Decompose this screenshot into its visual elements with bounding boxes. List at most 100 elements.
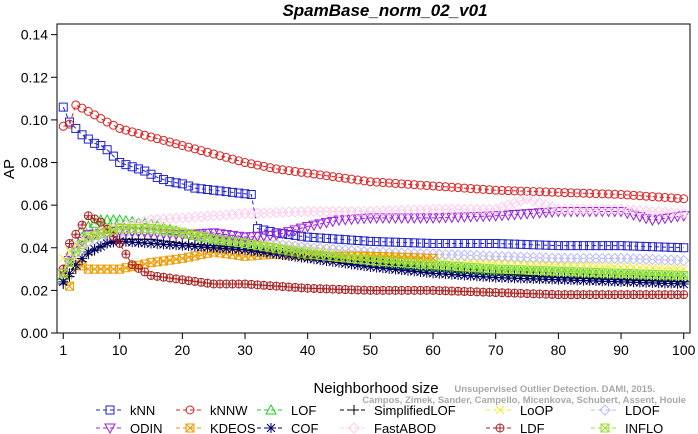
data-point-cof xyxy=(647,277,658,288)
y-tick-label: 0.00 xyxy=(21,325,48,341)
data-point-lof xyxy=(113,214,126,225)
data-point-knnw xyxy=(146,132,156,142)
data-point-knn xyxy=(390,237,400,247)
legend-item-loop: LoOP xyxy=(486,403,553,418)
data-point-knn xyxy=(246,189,256,199)
data-point-odin xyxy=(483,211,496,223)
x-tick-label: 80 xyxy=(551,342,567,358)
x-tick-label: 40 xyxy=(300,342,316,358)
data-point-knnw xyxy=(647,192,657,202)
data-point-ldf xyxy=(65,239,75,248)
data-point-knnw xyxy=(121,125,131,135)
data-point-knnw xyxy=(635,191,645,201)
data-point-knn xyxy=(221,187,231,197)
data-point-knnw xyxy=(416,180,426,190)
data-point-knnw xyxy=(585,188,595,198)
data-point-fastabod xyxy=(678,207,690,220)
series-cof xyxy=(58,236,689,289)
data-point-knn xyxy=(372,237,382,247)
data-point-odin xyxy=(458,212,471,223)
legend-item-kdeos: KDEOS xyxy=(176,421,256,434)
data-point-knn xyxy=(528,240,538,250)
data-point-cof xyxy=(70,259,81,270)
legend-item-knn: kNN xyxy=(96,403,155,418)
data-point-knnw xyxy=(390,178,400,188)
data-point-cof xyxy=(359,261,370,272)
x-tick-label: 1 xyxy=(59,342,67,358)
data-point-cof xyxy=(465,270,476,281)
data-point-knn xyxy=(547,240,557,250)
data-point-odin xyxy=(665,212,678,224)
data-point-fastabod xyxy=(502,199,514,211)
data-point-knnw xyxy=(58,121,68,131)
legend-marker-ldof xyxy=(599,404,611,416)
data-point-cof xyxy=(390,264,401,275)
data-point-odin xyxy=(295,223,308,235)
data-point-knnw xyxy=(629,190,639,200)
data-point-knnw xyxy=(578,188,588,198)
data-point-cof xyxy=(127,237,138,248)
data-point-cof xyxy=(421,267,432,278)
data-point-cof xyxy=(164,239,175,250)
data-point-cof xyxy=(246,245,257,256)
data-point-fastabod xyxy=(515,195,527,207)
data-point-knn xyxy=(215,186,225,196)
data-point-fastabod xyxy=(207,210,220,222)
legend-item-fastabod: FastABOD xyxy=(340,421,436,434)
data-point-knn xyxy=(560,241,570,251)
data-point-fastabod xyxy=(189,211,201,223)
data-point-knn xyxy=(209,185,219,195)
data-point-odin xyxy=(289,225,302,236)
data-point-fastabod xyxy=(82,231,95,243)
legend-marker-inflo xyxy=(600,423,610,433)
data-point-knn xyxy=(159,175,169,185)
data-point-knn xyxy=(672,243,682,253)
data-point-knnw xyxy=(165,137,175,147)
data-point-fastabod xyxy=(508,197,521,209)
data-point-knnw xyxy=(328,172,338,182)
data-point-odin xyxy=(502,210,515,221)
data-point-knn xyxy=(108,151,118,161)
data-point-knnw xyxy=(259,161,269,171)
data-point-knnw xyxy=(428,181,438,191)
data-point-knnw xyxy=(459,183,469,193)
legend-marker-lof xyxy=(265,403,277,415)
data-point-odin xyxy=(226,230,239,242)
data-point-knnw xyxy=(641,191,651,201)
data-point-knnw xyxy=(315,170,325,180)
data-point-knnw xyxy=(409,180,419,190)
data-point-odin xyxy=(383,213,396,224)
data-point-ldof xyxy=(139,225,151,237)
data-point-fastabod xyxy=(201,210,214,222)
data-point-lof xyxy=(101,214,113,225)
legend-marker-knn xyxy=(105,405,115,415)
data-point-odin xyxy=(283,227,295,238)
data-point-cof xyxy=(578,275,589,286)
data-point-knn xyxy=(541,240,551,250)
series-inflo xyxy=(58,224,689,280)
data-point-knn xyxy=(635,241,645,251)
data-point-odin xyxy=(402,213,414,224)
data-point-knn xyxy=(334,234,344,244)
data-point-cof xyxy=(95,241,106,252)
data-point-cof xyxy=(120,236,131,247)
data-point-cof xyxy=(603,276,614,287)
data-point-inflo xyxy=(77,240,87,250)
data-point-knn xyxy=(315,233,325,243)
data-point-knnw xyxy=(171,139,181,149)
watermark-line-1: Unsupervised Outlier Detection. DAMI, 20… xyxy=(454,384,655,395)
data-point-knn xyxy=(591,241,601,251)
data-point-odin xyxy=(345,214,358,226)
data-point-knn xyxy=(516,239,526,249)
data-point-inflo xyxy=(65,258,75,268)
data-point-knnw xyxy=(271,164,281,174)
data-point-knn xyxy=(127,162,137,172)
data-point-knn xyxy=(259,225,269,235)
data-point-knn xyxy=(641,241,651,251)
legend-item-cof: COF xyxy=(257,421,319,434)
data-point-cof xyxy=(446,269,457,280)
legend-item-knnw: kNNW xyxy=(176,403,248,418)
data-point-cof xyxy=(158,239,169,250)
x-tick-label: 10 xyxy=(112,342,128,358)
